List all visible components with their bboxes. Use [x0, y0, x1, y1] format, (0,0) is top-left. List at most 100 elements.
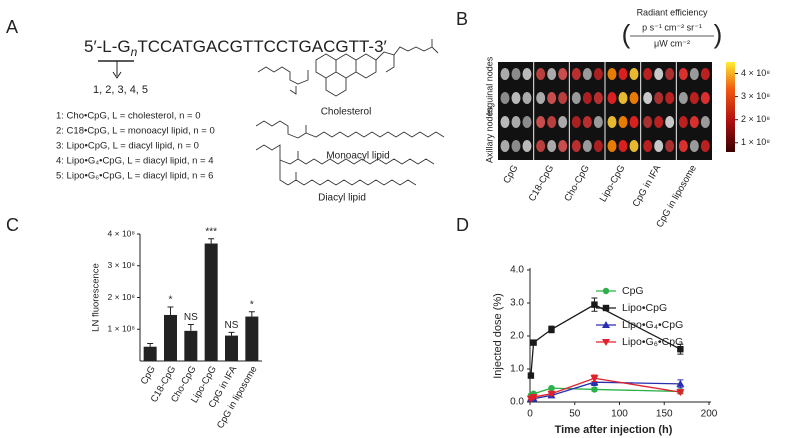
lymph-node — [643, 68, 653, 80]
bar — [164, 314, 177, 361]
lymph-node — [678, 140, 688, 152]
colorbar-title: Radiant efficiency — [637, 7, 708, 17]
x-tick-label: 200 — [701, 409, 718, 420]
legend-marker — [602, 287, 610, 295]
significance-label: * — [250, 299, 254, 310]
colorbar-tick-label: 3 × 10⁸ — [741, 91, 770, 101]
lymph-node — [689, 116, 699, 128]
bar-chart: 1 × 10⁸ 2 × 10⁸ 3 × 10⁸ 4 × 10⁸ LN fluoresce… — [91, 226, 262, 431]
marker — [676, 389, 685, 397]
bar — [143, 346, 157, 361]
lymph-node — [558, 92, 568, 104]
legend-marker — [602, 304, 610, 312]
bracket: ) — [714, 19, 723, 49]
colorbar-tick-label: 4 × 10⁸ — [741, 68, 770, 78]
legend-label: Lipo•G₆•CpG — [622, 336, 683, 348]
marker — [547, 390, 556, 398]
lymph-node — [536, 140, 546, 152]
row-label: Inguinal nodes — [484, 56, 494, 115]
panel-label: B — [456, 9, 468, 29]
lymph-node — [582, 68, 592, 80]
lymph-node — [665, 140, 675, 152]
error-bar — [248, 311, 255, 317]
y-tick-label: 4 × 10⁸ — [108, 228, 136, 238]
lymph-node — [700, 140, 710, 152]
x-tick-label: 150 — [656, 409, 673, 420]
lymph-node — [607, 92, 617, 104]
y-tick-label: 2 × 10⁸ — [108, 292, 136, 302]
lymph-node — [665, 92, 675, 104]
column-label: Lipo-CpG — [598, 163, 628, 204]
panel-label: D — [456, 215, 469, 235]
x-tick-label: 100 — [611, 409, 628, 420]
lymph-node — [700, 68, 710, 80]
lymph-node — [654, 116, 664, 128]
lymph-node — [629, 116, 639, 128]
lymph-node — [571, 92, 581, 104]
legend-label: CpG — [622, 285, 644, 297]
legend-marker — [602, 339, 610, 346]
error-bar — [228, 331, 235, 336]
row-label: Axillary nodes — [484, 106, 494, 163]
arrow-head — [112, 71, 122, 79]
lymph-node — [547, 68, 557, 80]
lymph-node — [571, 68, 581, 80]
lymph-node — [678, 68, 688, 80]
lymph-node — [536, 92, 546, 104]
lymph-node — [536, 68, 546, 80]
lymph-node — [536, 116, 546, 128]
y-tick-label: 1 × 10⁸ — [108, 324, 136, 334]
y-axis-title: LN fluorescence — [91, 263, 102, 332]
lymph-node — [511, 140, 521, 152]
lymph-node — [700, 92, 710, 104]
lymph-node — [618, 116, 628, 128]
lymph-node — [678, 116, 688, 128]
y-tick-label: 0.0 — [510, 397, 524, 408]
lymph-node — [593, 92, 603, 104]
y-tick-label: 3 × 10⁸ — [108, 260, 136, 270]
marker — [530, 339, 537, 346]
sequence-suffix: TCCATGACGTTCCTGACGTT-3′ — [137, 37, 386, 56]
x-tick-label: CpG — [139, 364, 158, 386]
lymph-node — [607, 140, 617, 152]
sequence-prefix: 5′-L-G — [84, 37, 131, 56]
marker — [548, 326, 555, 333]
lymph-node — [665, 68, 675, 80]
lymph-node — [593, 140, 603, 152]
compound-list: 1: Cho•CpG, L = cholesterol, n = 0 2: C18… — [56, 111, 215, 182]
significance-label: * — [169, 295, 173, 306]
error-bar — [187, 323, 194, 331]
marker — [676, 379, 685, 387]
legend-label: Lipo•G₄•CpG — [622, 319, 683, 331]
x-axis-title: Time after injection (h) — [555, 424, 673, 436]
lymph-node — [665, 116, 675, 128]
x-tick-label: 0 — [527, 409, 533, 420]
lymph-node — [629, 68, 639, 80]
lymph-node — [558, 140, 568, 152]
bar — [225, 335, 238, 361]
lymph-node — [522, 68, 532, 80]
structure-label: Diacyl lipid — [318, 193, 366, 204]
error-bar — [208, 238, 215, 244]
colorbar-axis: 4 × 10⁸ 3 × 10⁸ 2 × 10⁸ 1 × 10⁸ — [735, 68, 770, 147]
line-chart: 0 50 100 150 200 0.0 1.0 2.0 3.0 4.0 Time after in… — [492, 265, 718, 436]
lymph-node — [654, 92, 664, 104]
marker — [590, 375, 599, 383]
lymph-node — [511, 116, 521, 128]
lymph-node — [643, 140, 653, 152]
significance-label: *** — [205, 226, 217, 237]
column-label: CpG in IFA — [631, 163, 664, 209]
compound: 4: Lipo•G₄•CpG, L = diacyl lipid, n = 4 — [56, 156, 214, 167]
sequence-subscript: n — [131, 45, 138, 59]
colorbar — [726, 62, 735, 152]
significance-label: NS — [225, 320, 239, 331]
marker — [591, 301, 598, 308]
cholesterol-structure — [257, 39, 439, 97]
y-axis-title: Injected dose (%) — [492, 293, 504, 379]
lymph-node — [547, 116, 557, 128]
lymph-node — [643, 116, 653, 128]
lymph-node — [511, 92, 521, 104]
lymph-node — [607, 116, 617, 128]
lymph-node — [629, 92, 639, 104]
